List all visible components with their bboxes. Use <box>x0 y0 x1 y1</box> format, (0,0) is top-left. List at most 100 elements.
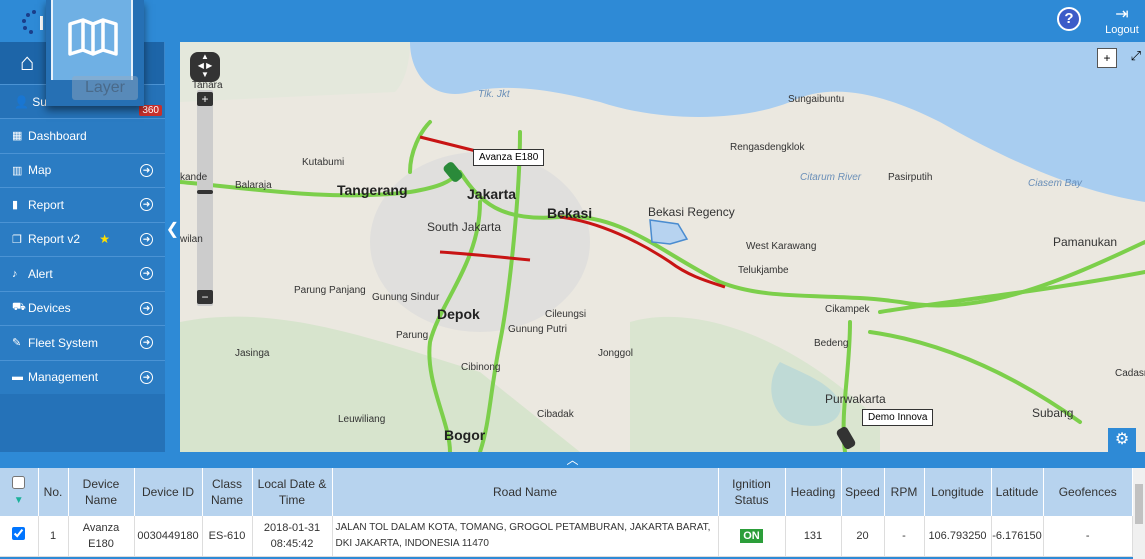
sidebar-item-alert[interactable]: ♪ Alert ➜ <box>0 256 165 291</box>
cell-device-name: Avanza E180 <box>68 516 135 557</box>
table-row[interactable]: 1 Avanza E180 0030449180 ES-610 2018-01-31 0… <box>0 516 1133 557</box>
road <box>878 270 1145 314</box>
place-label: Cibadak <box>537 409 574 420</box>
pan-control[interactable]: ▲ ◀ ▶ ▼ <box>190 52 220 82</box>
place-label: Bekasi <box>547 205 593 221</box>
place-label: South Jakarta <box>427 220 502 234</box>
sidebar-item-management[interactable]: ▬ Management ➜ <box>0 359 165 394</box>
row-checkbox[interactable] <box>12 526 26 540</box>
column-header[interactable]: Heading <box>785 468 842 516</box>
help-button[interactable]: ? <box>1057 7 1081 31</box>
arrow-right-icon: ➜ <box>140 232 153 246</box>
select-all-checkbox[interactable] <box>12 475 26 489</box>
place-label: Parung Panjang <box>294 285 366 296</box>
place-label: Bogor <box>444 427 486 443</box>
place-label: kande <box>180 172 208 183</box>
sea <box>410 42 1145 202</box>
arrow-right-icon: ➜ <box>140 301 153 315</box>
place-label: Tanara <box>192 80 223 91</box>
road <box>180 170 462 198</box>
column-header[interactable]: Longitude <box>924 468 992 516</box>
logout-button[interactable]: ⇥ Logout <box>1102 4 1142 36</box>
row-select[interactable] <box>0 516 39 557</box>
user-icon: 👤 <box>14 95 29 109</box>
device-table: ▼ No. Device Name Device ID Class Name Local … <box>0 468 1133 557</box>
column-header[interactable]: RPM <box>884 468 925 516</box>
zoom-slider[interactable]: + − <box>197 90 213 306</box>
place-label: Balaraja <box>235 180 272 191</box>
zoom-handle[interactable] <box>197 190 213 194</box>
sidebar-item-report[interactable]: ▮ Report ➜ <box>0 187 165 222</box>
place-label: Telukjambe <box>738 265 789 276</box>
fullscreen-button[interactable]: + <box>1097 48 1117 68</box>
column-header[interactable]: Speed <box>841 468 885 516</box>
vehicle-label[interactable]: Demo Innova <box>862 409 934 426</box>
grid-icon: ▦ <box>12 130 23 143</box>
sidebar-item-report-v2[interactable]: ❐ Report v2 ★ ➜ <box>0 221 165 256</box>
place-label: Jakarta <box>467 186 517 202</box>
map-settings-button[interactable]: ⚙ <box>1108 428 1136 452</box>
collapse-sidebar-button[interactable]: ❮ <box>165 42 180 452</box>
logout-icon: ⇥ <box>1115 6 1129 23</box>
sort-down-icon[interactable]: ▼ <box>13 494 24 506</box>
column-header[interactable]: Device ID <box>134 468 203 516</box>
sidebar-item-devices[interactable]: ⛟ Devices ➜ <box>0 290 165 325</box>
sidebar-item-fleet-system[interactable]: ✎ Fleet System ➜ <box>0 325 165 360</box>
sidebar-item-dashboard[interactable]: ▦ Dashboard <box>0 118 165 153</box>
column-header[interactable]: Geofences <box>1043 468 1133 516</box>
place-label: Subang <box>1032 406 1074 420</box>
column-header[interactable]: Latitude <box>991 468 1044 516</box>
column-header[interactable]: Ignition Status <box>718 468 786 516</box>
sidebar-item-map[interactable]: ▥ Map ➜ <box>0 152 165 187</box>
table-scrollbar[interactable] <box>1133 468 1145 559</box>
zoom-out-button[interactable]: − <box>197 290 213 304</box>
place-label: Bekasi Regency <box>648 205 735 219</box>
place-label: Ciasem Bay <box>1028 178 1082 189</box>
select-all-header[interactable]: ▼ <box>0 468 39 516</box>
place-label: Jonggol <box>598 348 634 359</box>
place-label: Gunung Putri <box>508 324 567 335</box>
map-icon <box>68 18 118 56</box>
briefcase-icon: ▬ <box>12 371 23 384</box>
place-label: Depok <box>437 306 480 322</box>
map-icon: ▥ <box>12 164 23 177</box>
top-bar: ? ⇥ Logout <box>0 0 1145 42</box>
place-label: wilan <box>180 234 203 245</box>
place-label: Kutabumi <box>302 157 345 168</box>
arrow-right-icon: ➜ <box>140 198 153 212</box>
expand-icon[interactable]: ⤢ <box>1130 48 1141 63</box>
map-view[interactable]: ▲ ◀ ▶ ▼ + − + ⤢ Tanara Tlk. Jkt Sungaibuntu K… <box>180 42 1145 452</box>
column-header[interactable]: Local Date & Time <box>252 468 333 516</box>
ignition-status-badge: ON <box>740 528 763 543</box>
cell-ignition: ON <box>718 516 786 557</box>
traffic-jam <box>419 135 481 154</box>
column-header[interactable]: Class Name <box>202 468 253 516</box>
column-header[interactable]: Road Name <box>332 468 719 516</box>
cell-longitude: 106.793250 <box>924 516 992 557</box>
arrow-right-icon: ➜ <box>140 336 153 350</box>
collapse-table-button[interactable]: ︿ <box>0 452 1145 468</box>
place-label: Sungaibuntu <box>788 94 845 105</box>
layer-button[interactable] <box>51 0 133 80</box>
place-label: West Karawang <box>746 241 817 252</box>
place-label: Purwakarta <box>825 392 886 406</box>
place-label: Citarum River <box>800 172 862 183</box>
road <box>478 130 522 452</box>
logo <box>22 10 43 34</box>
file-icon: ▮ <box>12 199 19 212</box>
column-header[interactable]: No. <box>38 468 69 516</box>
cell-geofences: - <box>1043 516 1133 557</box>
road <box>427 200 482 452</box>
wrench-icon: ✎ <box>12 337 22 350</box>
copy-icon: ❐ <box>12 233 22 246</box>
road <box>408 120 432 174</box>
road <box>458 170 1145 308</box>
vehicle-label[interactable]: Avanza E180 <box>473 149 545 166</box>
place-label: Rengasdengklok <box>730 142 805 153</box>
column-header[interactable]: Device Name <box>68 468 135 516</box>
place-label: Tlk. Jkt <box>478 89 510 100</box>
zoom-in-button[interactable]: + <box>197 92 213 106</box>
place-label: Tangerang <box>337 182 408 198</box>
star-icon: ★ <box>99 232 110 247</box>
map-canvas <box>180 42 1145 452</box>
